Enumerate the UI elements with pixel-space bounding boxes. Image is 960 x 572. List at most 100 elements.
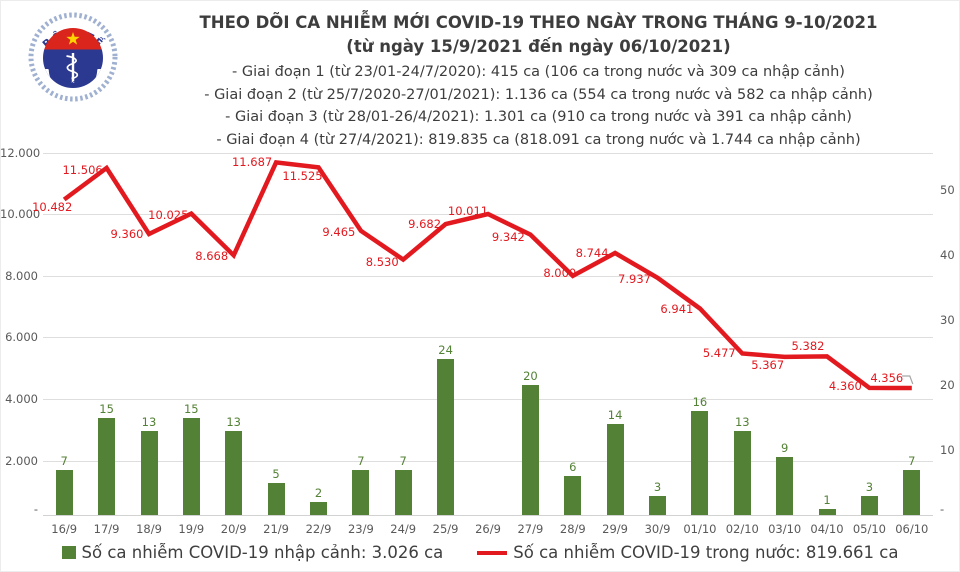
laurel-wreath-ring (28, 12, 118, 102)
x-axis-date-label: 28/9 (559, 522, 586, 536)
x-axis-date-label: 29/9 (602, 522, 628, 536)
bar-value-label: 9 (781, 440, 789, 455)
imported-cases-bar (903, 469, 921, 515)
imported-cases-bar (606, 424, 624, 515)
chart-header: THEO DÕI CA NHIỄM MỚI COVID-19 THEO NGÀY… (125, 12, 952, 151)
imported-cases-bar (733, 430, 751, 515)
x-axis-date-label: 04/10 (810, 522, 844, 536)
line-value-label: 10.482 (32, 199, 73, 214)
asclepius-snake-icon (66, 55, 79, 80)
imported-cases-bar (310, 502, 327, 515)
line-value-label: 5.382 (791, 339, 825, 354)
x-axis-date-label: 23/9 (347, 522, 374, 536)
last-point-callout-line (901, 375, 914, 385)
bar-value-label: 24 (438, 343, 453, 357)
x-axis-date-label: 18/9 (136, 522, 162, 536)
bar-value-label: 13 (226, 414, 241, 429)
imported-cases-bar (98, 417, 116, 515)
bar-value-label: 2 (314, 486, 323, 500)
gridline (43, 275, 933, 277)
imported-cases-bar (182, 417, 200, 515)
chart-subtitle: (từ ngày 15/9/2021 đến ngày 06/10/2021) (346, 37, 731, 56)
x-axis-date-label: 03/10 (768, 522, 802, 536)
bar-value-label: 15 (99, 401, 114, 416)
gridline (43, 460, 933, 462)
line-value-label: 9.682 (408, 217, 442, 232)
left-axis-tick-label: - (33, 502, 38, 516)
legend-label-imported: Số ca nhiễm COVID-19 nhập cảnh: 3.026 ca (81, 543, 444, 562)
line-value-label: 9.465 (322, 224, 356, 239)
line-value-label: 5.367 (751, 357, 785, 372)
bar-value-label: 3 (653, 479, 662, 494)
line-value-label: 8.530 (365, 254, 399, 269)
line-value-label: 5.477 (702, 345, 736, 360)
x-axis-date-label: 20/9 (220, 522, 247, 536)
line-value-label: 10.025 (148, 207, 189, 222)
bar-value-label: 20 (523, 369, 538, 383)
bar-value-label: 1 (823, 492, 831, 507)
imported-cases-bar (437, 359, 455, 515)
x-axis-date-label: 05/10 (852, 522, 886, 536)
imported-cases-bar (352, 469, 370, 515)
x-axis-date-label: 16/9 (51, 522, 78, 536)
x-axis-date-label: 01/10 (683, 522, 717, 536)
imported-cases-bar (860, 495, 878, 515)
phase-notes: - Giai đoạn 1 (từ 23/01-24/7/2020): 415 … (125, 61, 952, 151)
x-axis-line (43, 515, 933, 516)
imported-cases-bar (691, 411, 709, 515)
left-axis-tick-label: 4.000 (5, 391, 38, 406)
bar-value-label: 16 (692, 395, 708, 409)
x-axis-date-label: 21/9 (263, 522, 289, 536)
line-value-label: 9.342 (491, 229, 525, 244)
x-axis-date-label: 26/9 (475, 522, 501, 536)
line-value-label: 4.356 (870, 371, 904, 385)
left-axis-tick-label: 10.000 (0, 207, 41, 222)
x-axis-date-label: 27/9 (517, 522, 544, 536)
imported-cases-bar (564, 476, 582, 515)
line-value-label: 8.000 (543, 265, 577, 280)
line-value-label: 9.360 (110, 227, 144, 241)
right-axis-tick-label: 40 (940, 248, 955, 262)
imported-cases-bar (225, 430, 243, 515)
imported-cases-bar (521, 385, 539, 515)
x-axis-date-label: 02/10 (725, 522, 759, 536)
line-value-label: 4.360 (828, 378, 862, 393)
imported-bar-swatch (61, 546, 76, 559)
phase-note-4: - Giai đoạn 4 (từ 27/4/2021): 819.835 ca… (216, 131, 861, 148)
bar-value-label: 13 (734, 414, 750, 429)
legend-item-domestic: Số ca nhiễm COVID-19 trong nước: 819.661… (477, 543, 899, 562)
imported-cases-bar (649, 495, 666, 515)
imported-cases-bar (394, 469, 412, 515)
line-value-label: 7.937 (618, 271, 651, 286)
legend: Số ca nhiễm COVID-19 nhập cảnh: 3.026 ca… (0, 543, 960, 562)
left-axis-tick-label: 12.000 (0, 145, 41, 160)
x-axis-date-label: 24/9 (390, 522, 417, 536)
imported-cases-bar (267, 482, 285, 515)
line-value-label: 11.506 (62, 163, 103, 177)
legend-item-imported: Số ca nhiễm COVID-19 nhập cảnh: 3.026 ca (61, 543, 444, 562)
bar-value-label: 6 (569, 460, 577, 474)
bar-value-label: 14 (607, 408, 623, 422)
left-axis-tick-label: 2.000 (5, 453, 38, 468)
bar-value-label: 5 (272, 466, 280, 481)
left-axis-tick-label: 6.000 (5, 330, 38, 345)
phase-note-3: - Giai đoạn 3 (từ 28/01-26/4/2021): 1.30… (225, 109, 852, 125)
gridline (43, 337, 933, 339)
line-value-label: 8.744 (575, 246, 609, 260)
line-value-label: 6.941 (660, 301, 694, 316)
x-axis-date-label: 17/9 (93, 522, 120, 536)
bar-value-label: 13 (141, 414, 157, 429)
gridline (43, 152, 933, 154)
right-axis-tick-label: 20 (940, 378, 955, 392)
domestic-line-swatch (477, 550, 508, 555)
imported-cases-bar (140, 430, 158, 515)
line-value-label: 10.011 (447, 204, 489, 218)
line-value-label: 11.687 (231, 155, 273, 170)
bar-value-label: 7 (399, 453, 407, 468)
gridline (43, 398, 933, 400)
bar-value-label: 7 (908, 453, 916, 468)
left-axis-tick-label: 8.000 (5, 268, 38, 283)
phase-note-1: - Giai đoạn 1 (từ 23/01-24/7/2020): 415 … (232, 64, 845, 80)
